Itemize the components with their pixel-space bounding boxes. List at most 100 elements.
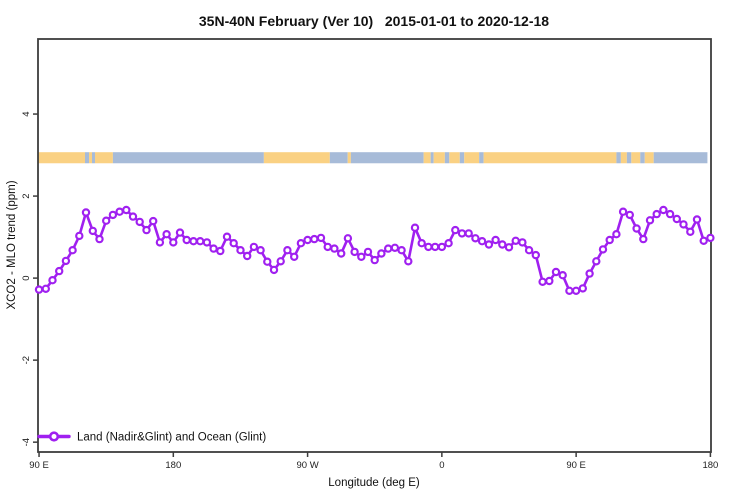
x-tick-label: 90 E bbox=[29, 460, 49, 471]
x-tick-label: 0 bbox=[439, 460, 444, 471]
data-point bbox=[108, 210, 118, 220]
plot-area: 90 E 180 90 W 0 90 E 180 -4 -2 0 2 4 bbox=[21, 38, 718, 471]
y-tick-label: -4 bbox=[21, 438, 32, 446]
band-land-segment bbox=[464, 152, 480, 164]
data-point bbox=[195, 236, 205, 246]
data-point bbox=[679, 220, 688, 229]
data-point bbox=[390, 243, 400, 252]
data-point bbox=[303, 235, 312, 245]
data-point bbox=[417, 238, 426, 248]
data-point bbox=[122, 205, 131, 215]
data-point bbox=[672, 214, 682, 224]
legend: Land (Nadir&Glint) and Ocean (Glint) bbox=[37, 431, 266, 444]
band-ocean-segment bbox=[84, 152, 90, 164]
band-land-segment bbox=[644, 152, 654, 164]
data-point bbox=[665, 209, 675, 219]
data-point bbox=[370, 255, 379, 265]
data-point bbox=[491, 235, 500, 245]
band-ocean-segment bbox=[92, 152, 95, 164]
data-point bbox=[61, 256, 71, 266]
data-point bbox=[625, 210, 635, 220]
data-point bbox=[498, 240, 507, 249]
data-point bbox=[457, 229, 467, 238]
data-point bbox=[377, 249, 386, 258]
surface-type-band bbox=[38, 152, 708, 164]
band-land-segment bbox=[89, 152, 93, 164]
data-point bbox=[430, 242, 440, 252]
data-point bbox=[202, 238, 212, 247]
data-point bbox=[68, 245, 77, 255]
data-point bbox=[189, 236, 198, 246]
band-ocean-segment bbox=[112, 152, 264, 164]
data-point bbox=[471, 234, 480, 243]
band-ocean-segment bbox=[444, 152, 450, 164]
data-markers bbox=[34, 205, 715, 295]
data-point bbox=[269, 265, 279, 275]
x-axis-label: Longitude (deg E) bbox=[328, 477, 420, 489]
y-tick-label: 4 bbox=[21, 111, 32, 116]
data-point bbox=[451, 225, 460, 235]
band-ocean-segment bbox=[626, 152, 632, 164]
data-point bbox=[632, 224, 641, 233]
data-point bbox=[290, 252, 299, 261]
data-point bbox=[404, 257, 413, 266]
data-point bbox=[592, 257, 601, 266]
data-point bbox=[511, 236, 520, 245]
data-point bbox=[256, 245, 265, 255]
data-point bbox=[229, 238, 238, 248]
band-land-segment bbox=[263, 152, 330, 164]
data-point bbox=[162, 229, 171, 239]
data-point bbox=[209, 244, 218, 253]
data-point bbox=[88, 226, 98, 236]
data-point bbox=[142, 225, 151, 235]
data-point bbox=[148, 216, 158, 226]
data-point bbox=[75, 231, 84, 241]
data-point bbox=[565, 286, 574, 295]
data-point bbox=[249, 242, 259, 252]
data-point bbox=[222, 232, 232, 241]
data-point bbox=[706, 233, 715, 243]
data-point bbox=[316, 233, 326, 243]
plot-border bbox=[37, 38, 712, 453]
data-point bbox=[410, 223, 420, 232]
data-point bbox=[310, 234, 319, 244]
data-point bbox=[95, 234, 104, 244]
band-land-segment bbox=[423, 152, 431, 164]
data-point bbox=[397, 245, 406, 255]
data-point bbox=[169, 238, 178, 247]
band-ocean-segment bbox=[479, 152, 484, 164]
data-point bbox=[618, 207, 628, 216]
y-axis-label: XCO2 - MLO trend (ppm) bbox=[6, 180, 18, 309]
data-point bbox=[101, 216, 111, 225]
data-point bbox=[236, 245, 245, 255]
data-point bbox=[504, 243, 514, 252]
band-land-segment bbox=[347, 152, 351, 164]
band-land-segment bbox=[620, 152, 627, 164]
data-point bbox=[578, 284, 588, 293]
data-point bbox=[55, 266, 64, 276]
data-point bbox=[612, 229, 621, 239]
data-point bbox=[424, 242, 433, 252]
data-point bbox=[155, 238, 165, 247]
data-point bbox=[384, 244, 393, 253]
data-point bbox=[659, 205, 668, 215]
data-point bbox=[444, 238, 453, 248]
data-point bbox=[477, 236, 487, 246]
data-point bbox=[545, 276, 554, 286]
data-point bbox=[330, 244, 339, 253]
band-land-segment bbox=[433, 152, 445, 164]
data-point bbox=[296, 238, 306, 248]
band-land-segment bbox=[631, 152, 641, 164]
data-point bbox=[551, 267, 561, 277]
data-point bbox=[175, 228, 185, 237]
band-ocean-segment bbox=[459, 152, 465, 164]
data-point bbox=[437, 242, 447, 252]
band-ocean-segment bbox=[640, 152, 645, 164]
data-point bbox=[276, 257, 285, 266]
band-land-segment bbox=[38, 152, 85, 164]
data-point bbox=[263, 257, 272, 266]
y-tick-label: -2 bbox=[21, 356, 32, 364]
data-point bbox=[652, 209, 661, 219]
band-ocean-segment bbox=[653, 152, 708, 164]
